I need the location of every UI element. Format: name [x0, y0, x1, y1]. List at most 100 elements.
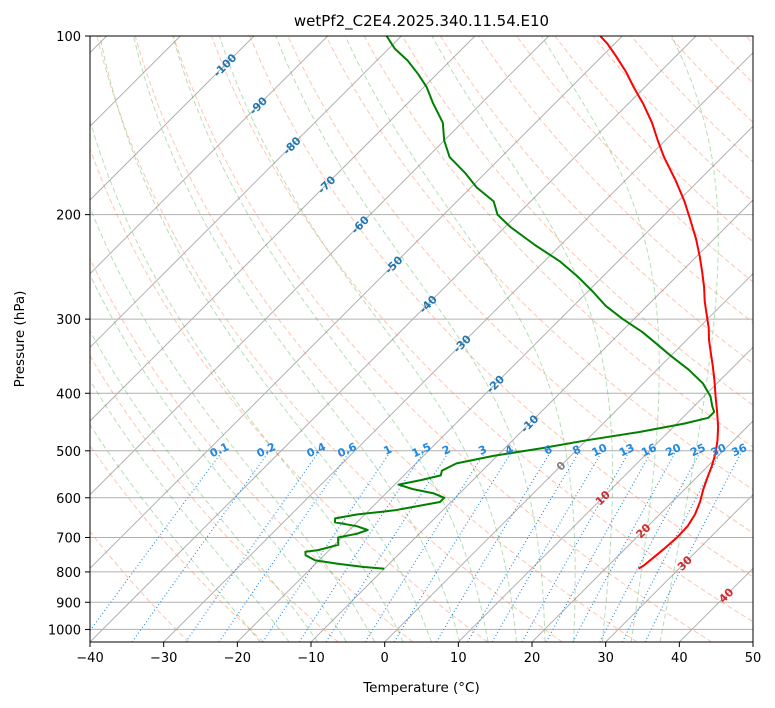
x-tick-label: −10	[297, 651, 324, 666]
isotherm-line	[384, 272, 753, 642]
mixing-ratio-label: 1.5	[410, 440, 433, 460]
dry-adiabat-line	[669, 36, 753, 124]
isotherm-line	[605, 493, 753, 642]
dry-adiabat-line	[90, 530, 190, 642]
mixing-ratio-line	[621, 450, 722, 642]
moist-adiabat-line	[90, 206, 376, 642]
moist-adiabat-line	[90, 119, 404, 642]
mixing-ratio-line	[298, 450, 426, 642]
x-tick-label: 10	[450, 651, 467, 666]
dry-adiabat-line	[90, 444, 264, 642]
dry-adiabat-line	[401, 36, 753, 406]
isotherm-label: -70	[315, 173, 338, 196]
isotherm-line	[531, 420, 753, 642]
dry-adiabat-line	[516, 36, 753, 283]
background-lines	[90, 36, 753, 642]
mixing-ratio-label: 3	[476, 443, 488, 458]
isotherm-line	[90, 36, 329, 275]
mixing-ratio-line	[467, 450, 581, 642]
isotherm-label: -10	[518, 412, 541, 435]
moist-adiabat-line	[659, 36, 719, 642]
mixing-ratio-label: 13	[617, 441, 636, 459]
line-labels: 0.1 0.2 0.4 0.6 1 1.5 2 3 4 6 8 10 13 16 20 25 30 36-100-…	[208, 51, 750, 606]
isotherm-line	[457, 346, 753, 642]
mixing-ratio-line	[644, 450, 743, 642]
moist-adiabat-line	[90, 329, 319, 642]
mixing-ratio-label: 0.4	[305, 440, 328, 460]
mixing-ratio-label: 10	[590, 441, 610, 459]
moist-adiabat-line	[541, 36, 660, 642]
isotherm-label: -100	[211, 51, 240, 80]
y-tick-label: 900	[56, 596, 81, 611]
axes: −40 −30 −20 −10 0 10 20 30 40 5010020030040050060…	[48, 30, 761, 666]
x-tick-label: 20	[524, 651, 541, 666]
mixing-ratio-label: 20	[664, 441, 684, 459]
dry-adiabat-line	[745, 36, 753, 45]
isotherm-line	[310, 199, 753, 642]
isotherm-line	[90, 36, 402, 349]
plot-frame	[89, 35, 754, 643]
chart-title: wetPf2_C2E4.2025.340.11.54.E10	[294, 12, 549, 31]
x-tick-label: 30	[597, 651, 614, 666]
mixing-ratio-line	[262, 450, 392, 642]
isotherm-line	[90, 36, 623, 570]
moist-adiabat-line	[431, 36, 614, 642]
mixing-ratio-label: 25	[688, 441, 707, 459]
mixing-ratio-label: 1	[382, 443, 394, 458]
x-axis-label: Temperature (°C)	[362, 680, 480, 696]
dry-adiabat-line	[554, 36, 753, 243]
moist-adiabat-line	[90, 423, 261, 642]
y-tick-label: 1000	[48, 623, 81, 638]
dry-adiabat-line	[96, 36, 563, 642]
dry-adiabat-line	[592, 36, 753, 203]
moist-adiabat-line	[172, 36, 489, 642]
moist-adiabat-line	[133, 36, 461, 642]
dry-adiabat-line	[249, 36, 753, 578]
moist-adiabat-line	[218, 36, 517, 642]
mixing-ratio-label: 6	[542, 443, 555, 458]
y-axis-label: Pressure (hPa)	[12, 291, 28, 388]
y-tick-label: 600	[56, 492, 81, 507]
isotherm-label: -90	[247, 94, 270, 117]
dry-adiabat-line	[172, 36, 712, 642]
y-tick-label: 100	[56, 30, 81, 45]
y-tick-label: 500	[56, 445, 81, 460]
mixing-ratio-label: 0.1	[208, 440, 231, 460]
dry-adiabat-line	[363, 36, 753, 448]
x-tick-label: 40	[671, 651, 688, 666]
mixing-ratio-label: 16	[639, 441, 659, 459]
moist-adiabat-line	[344, 36, 576, 642]
moist-adiabat-line	[99, 36, 432, 642]
isotherm-line	[163, 51, 753, 642]
x-tick-label: 0	[381, 651, 389, 666]
x-tick-label: −30	[150, 651, 177, 666]
isotherm-line	[90, 36, 697, 642]
mixing-ratio-label: 30	[709, 441, 729, 459]
mixing-ratio-label: 0.6	[336, 440, 359, 460]
mixing-ratio-line	[599, 450, 702, 642]
mixing-ratio-line	[572, 450, 677, 642]
data-series	[304, 36, 720, 570]
mixing-ratio-label: 2	[440, 443, 452, 458]
mixing-ratio-line	[218, 450, 351, 642]
dry-adiabat-line	[439, 36, 753, 365]
dry-adiabat-line	[707, 36, 753, 84]
isotherm-line	[90, 36, 255, 201]
mixing-ratio-line	[185, 450, 321, 642]
mixing-ratio-label: 36	[730, 441, 750, 459]
isotherm-label: 0	[554, 459, 569, 474]
isotherm-label: -40	[417, 293, 440, 316]
isotherm-line	[678, 567, 753, 642]
temperature-line	[599, 36, 720, 570]
moist-adiabat-line	[90, 273, 347, 642]
mixing-ratio-line	[393, 450, 513, 642]
y-tick-label: 400	[56, 387, 81, 402]
x-tick-label: −20	[224, 651, 251, 666]
mixing-ratio-line	[325, 450, 451, 642]
isotherm-label: -50	[382, 253, 405, 276]
isotherm-label: 10	[593, 488, 613, 508]
isotherm-label: -30	[451, 332, 474, 355]
dewpoint-line	[304, 36, 716, 570]
mixing-ratio-line	[545, 450, 653, 642]
